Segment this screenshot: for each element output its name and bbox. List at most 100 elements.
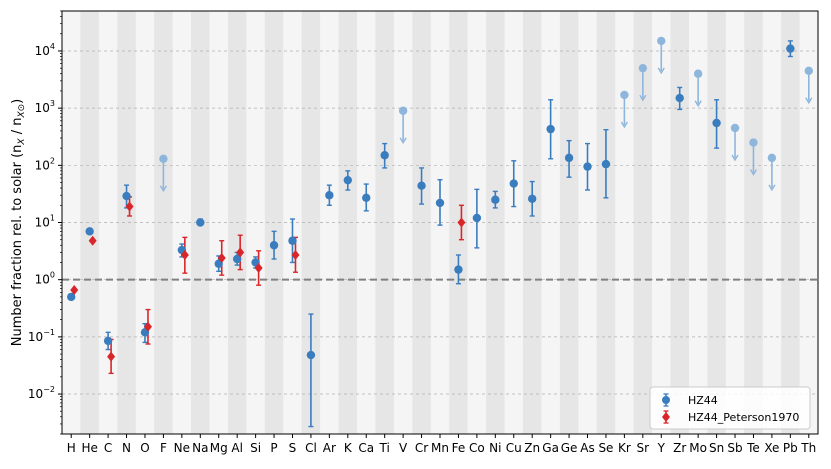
point-upper-limit-Sr (638, 63, 648, 73)
point-peterson-C (107, 351, 116, 362)
x-tick-label-Cl: Cl (305, 441, 317, 455)
point-hz44-He (85, 227, 94, 236)
y-axis-ticks: 10−2 10−1 100 101 102 103 104 (28, 10, 62, 435)
stripe-Ca (357, 11, 376, 434)
x-tick-label-S: S (289, 441, 297, 455)
legend-label: HZ44 (688, 394, 718, 407)
y-tick-label: 103 (35, 99, 55, 115)
point-hz44-N (122, 191, 131, 201)
upper-limit-arrowhead-Kr (620, 121, 628, 129)
point-hz44-H (67, 292, 76, 302)
y-axis-label: Number fraction rel. to solar (nX / nX⊙) (10, 99, 27, 347)
stripe-K (338, 11, 358, 434)
x-tick-label-Y: Y (657, 441, 666, 455)
stripe-He (80, 11, 100, 434)
x-tick-label-Mn: Mn (431, 441, 449, 455)
stripe-F (154, 11, 173, 434)
x-axis-ticks: H He C N O F Ne Na Mg Al Si P S Cl Ar K Ca Ti V Cr Mn Fe Co Ni C… (67, 434, 816, 455)
point-hz44-Se (601, 159, 611, 169)
x-tick-label-Zn: Zn (524, 441, 540, 455)
point-hz44-Mn (435, 198, 445, 208)
stripe-Zr (670, 11, 690, 434)
x-tick-label-Se: Se (598, 441, 613, 455)
point-hz44-As (583, 162, 592, 171)
point-hz44-Ti (380, 151, 389, 160)
x-tick-label-F: F (160, 441, 167, 455)
point-peterson-N (125, 201, 134, 212)
point-upper-limit-Kr (620, 90, 629, 100)
upper-limit-arrowhead-Xe (768, 184, 776, 192)
upper-limit-arrowhead-Y (657, 67, 665, 75)
x-tick-label-H: H (67, 441, 76, 455)
stripe-N (117, 11, 137, 434)
y-tick-label: 10−1 (28, 328, 55, 344)
point-hz44-Zr (675, 93, 684, 103)
stripe-As (578, 11, 598, 434)
stripe-C (98, 11, 118, 434)
point-peterson-He (88, 235, 97, 246)
upper-limit-arrowhead-Mo (694, 100, 702, 108)
stripe-Se (596, 11, 616, 434)
y-tick-label: 102 (35, 156, 55, 172)
stripe-Y (652, 11, 671, 434)
point-hz44-Ga (546, 124, 555, 134)
stripe-Ar (320, 11, 339, 434)
x-tick-label-Ar: Ar (323, 441, 336, 455)
x-tick-label-Pb: Pb (783, 441, 798, 455)
point-hz44-Zn (527, 194, 537, 203)
x-tick-label-Ti: Ti (379, 441, 390, 455)
x-tick-label-Zr: Zr (673, 441, 686, 455)
x-tick-label-Si: Si (250, 441, 261, 455)
upper-limit-arrowhead-Th (805, 97, 813, 105)
point-hz44-Ca (362, 193, 371, 203)
point-hz44-Co (472, 213, 482, 223)
point-upper-limit-Mo (693, 69, 703, 78)
point-upper-limit-Te (749, 138, 758, 147)
point-hz44-Na (196, 218, 205, 227)
stripe-O (135, 11, 155, 434)
stripe-Sr (633, 11, 653, 434)
x-tick-label-As: As (580, 441, 594, 455)
stripe-V (393, 11, 413, 434)
stripe-Cr (412, 11, 432, 434)
point-hz44-Al (232, 254, 242, 264)
legend-marker-circle (662, 396, 670, 404)
point-peterson-Al (236, 247, 245, 258)
x-tick-label-Cu: Cu (506, 441, 522, 455)
y-tick-label: 100 (35, 271, 55, 287)
x-tick-label-Th: Th (800, 441, 816, 455)
x-tick-label-Sb: Sb (727, 441, 742, 455)
x-tick-label-Mo: Mo (689, 441, 707, 455)
x-tick-label-Sr: Sr (637, 441, 650, 455)
x-tick-label-Mg: Mg (210, 441, 228, 455)
x-tick-label-O: O (140, 441, 149, 455)
x-tick-label-C: C (104, 441, 112, 455)
x-tick-label-N: N (122, 441, 131, 455)
legend-label: HZ44_Peterson1970 (688, 411, 799, 424)
upper-limit-arrowhead-Sb (731, 154, 739, 162)
x-tick-label-Xe: Xe (764, 441, 779, 455)
point-upper-limit-F (159, 154, 168, 164)
point-hz44-S (288, 236, 297, 245)
point-hz44-Ge (564, 153, 574, 163)
x-tick-label-K: K (344, 441, 353, 455)
point-upper-limit-Xe (767, 153, 777, 163)
legend-marker-diamond (662, 412, 670, 422)
x-tick-label-Te: Te (746, 441, 760, 455)
stripe-Ge (559, 11, 579, 434)
y-tick-label: 104 (35, 42, 55, 58)
point-hz44-Cu (509, 179, 518, 188)
point-peterson-H (70, 284, 79, 295)
stripe-Ti (375, 11, 395, 434)
y-tick-label: 10−2 (28, 385, 55, 401)
upper-limit-arrowhead-V (399, 137, 407, 145)
point-peterson-Si (254, 263, 263, 274)
point-hz44-K (343, 175, 353, 185)
point-hz44-Ni (491, 195, 500, 204)
point-hz44-P (269, 241, 279, 250)
point-peterson-Fe (457, 217, 466, 228)
point-upper-limit-Sb (730, 123, 740, 133)
x-tick-label-Co: Co (469, 441, 485, 455)
point-peterson-O (143, 321, 152, 332)
x-tick-label-Fe: Fe (452, 441, 466, 455)
